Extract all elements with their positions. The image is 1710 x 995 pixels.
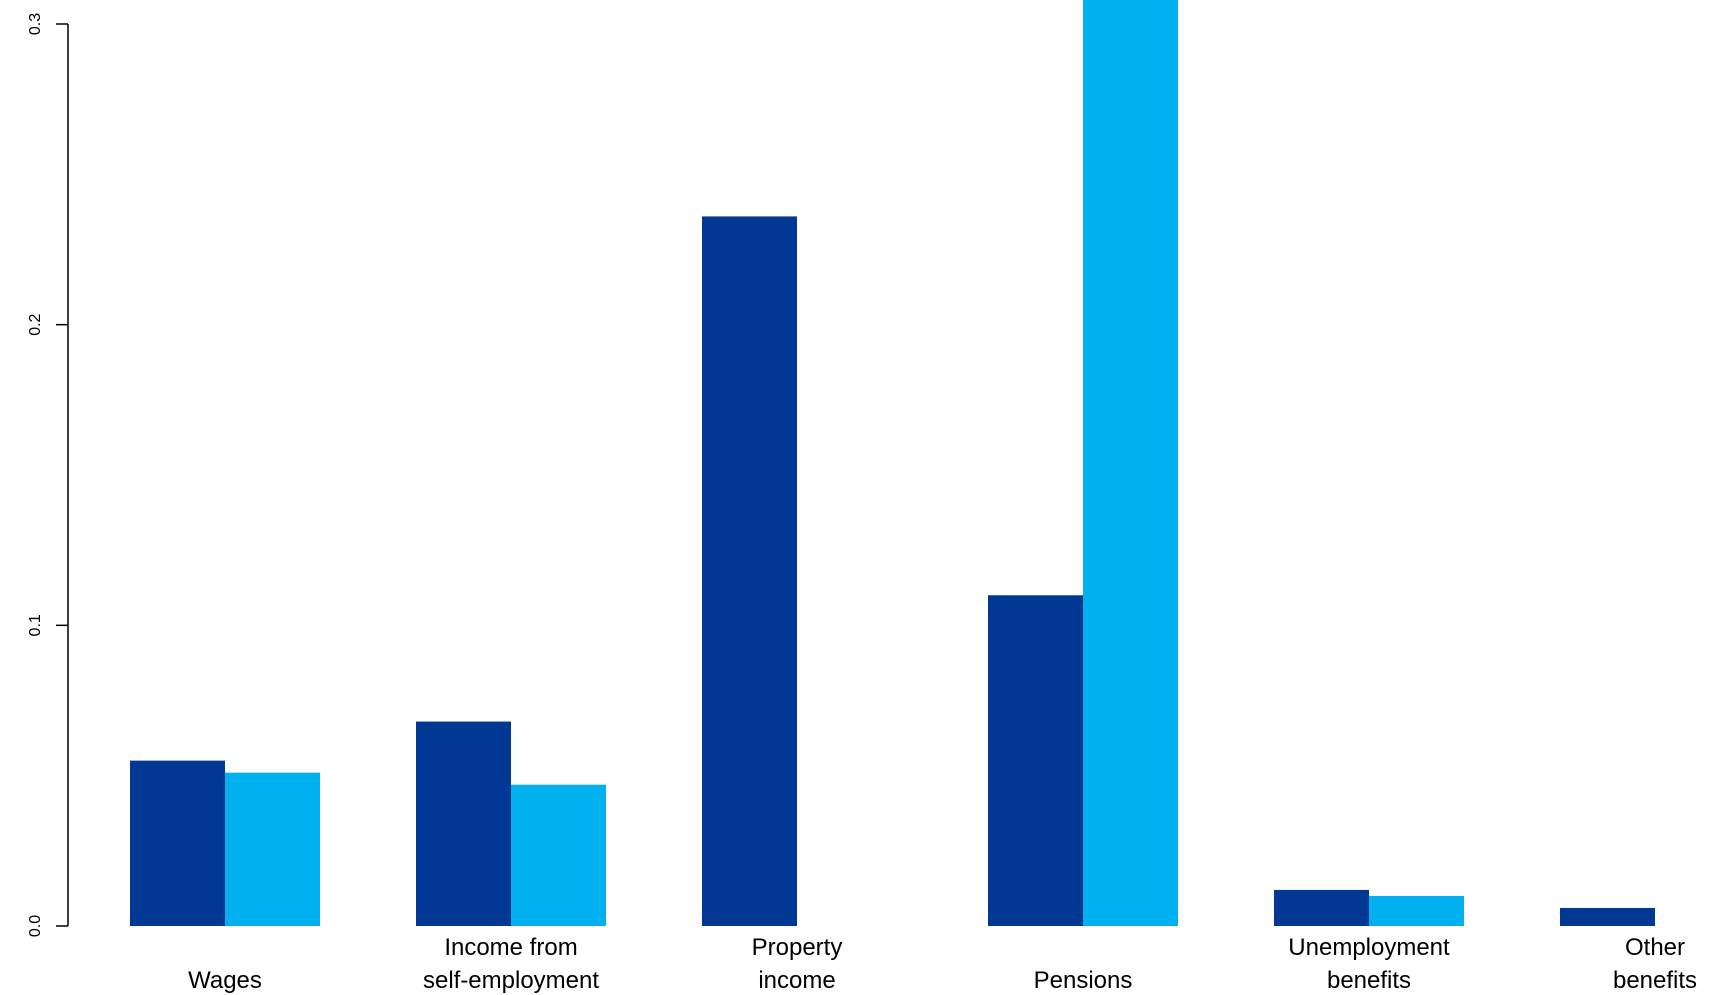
y-tick-label: 0.1 — [27, 614, 44, 636]
x-category-label: income — [758, 967, 835, 994]
x-category-label: Property — [752, 934, 843, 961]
x-category-label: benefits — [1613, 967, 1697, 994]
bar-series-1-cat-3 — [702, 216, 797, 927]
bar-series-2-cat-1 — [225, 772, 320, 926]
y-axis: 0.0 0.1 0.2 0.3 — [27, 13, 69, 937]
y-tick-label: 0.2 — [27, 313, 44, 335]
x-category-label: Other — [1625, 934, 1685, 961]
x-category-label: Unemployment — [1288, 934, 1450, 961]
bar-series-1-cat-4 — [988, 595, 1083, 926]
y-tick-label: 0.0 — [27, 915, 44, 937]
x-category-label: Wages — [188, 967, 262, 994]
bar-series-1-cat-5 — [1274, 889, 1369, 926]
bar-series-2-cat-4 — [1083, 0, 1178, 927]
bar-series-2-cat-2 — [511, 784, 606, 926]
x-category-label: benefits — [1327, 967, 1411, 994]
bar-series-1-cat-6 — [1560, 907, 1655, 926]
x-category-label: self-employment — [423, 967, 599, 994]
bar-series-1-cat-2 — [416, 721, 511, 926]
bar-series-2-cat-5 — [1369, 895, 1464, 926]
y-tick-label: 0.3 — [27, 13, 44, 35]
x-category-label: Pensions — [1034, 967, 1133, 994]
x-category-label: Income from — [444, 934, 577, 961]
x-axis-labels: Wages Income from self-employment Property i… — [188, 934, 1697, 994]
bar-series-1-cat-1 — [130, 760, 225, 926]
bars — [130, 0, 1655, 927]
